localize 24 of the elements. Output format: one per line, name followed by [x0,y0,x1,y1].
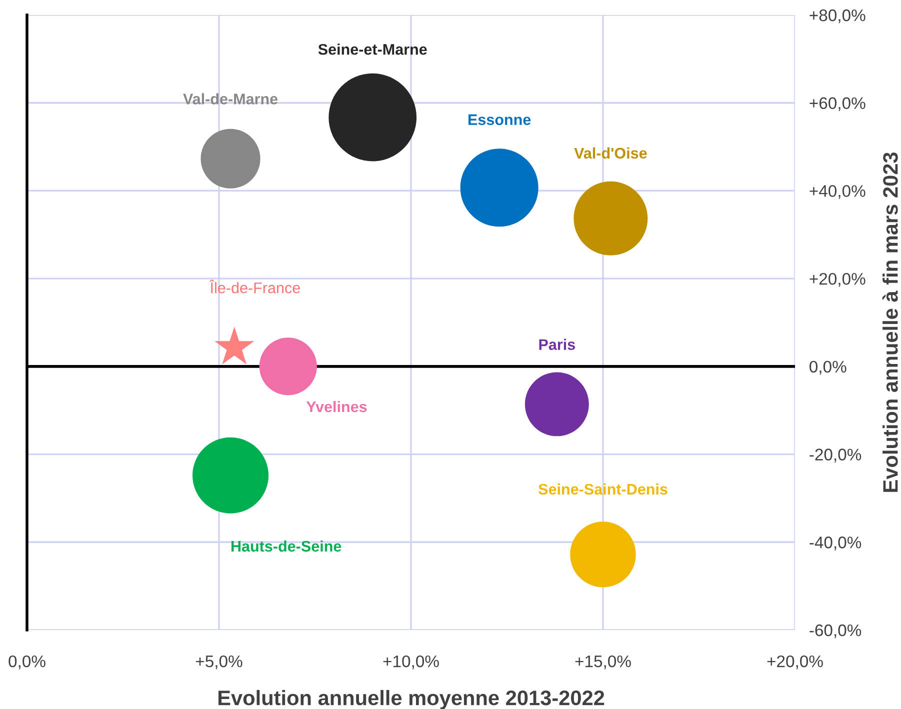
y-tick-label: +20,0% [810,272,866,287]
y-tick-label: -20,0% [810,448,862,462]
series-label: Hauts-de-Seine [231,540,342,552]
x-tick-label: +10,0% [383,655,439,670]
series-label: Val-de-Marne [183,93,278,104]
x-tick-label: +15,0% [575,655,631,670]
series-label: Seine-et-Marne [318,44,427,55]
y-tick-label: -60,0% [810,624,862,638]
x-tick-label: +5,0% [196,655,242,670]
series-label: Paris [539,338,575,350]
y-tick-label: +60,0% [810,97,866,112]
y-tick-label: +80,0% [810,9,866,24]
text: Île-de-France [209,280,300,294]
y-tick-label: -40,0% [810,536,862,550]
y-tick-label: +40,0% [810,185,866,199]
y-axis-title: Evolution annuelle à fin mars 2023 [882,152,898,492]
series-label: Val-d'Oise [574,147,647,159]
series-label: Yvelines [306,400,367,412]
x-tick-label: 0,0% [8,655,46,670]
x-tick-label: +20,0% [767,655,823,670]
series-label: Essonne [468,114,531,126]
x-axis-title: Evolution annuelle moyenne 2013-2022 [218,690,604,709]
text: Seine-Saint-Denis [538,483,668,495]
y-tick-label: 0,0% [810,360,846,375]
